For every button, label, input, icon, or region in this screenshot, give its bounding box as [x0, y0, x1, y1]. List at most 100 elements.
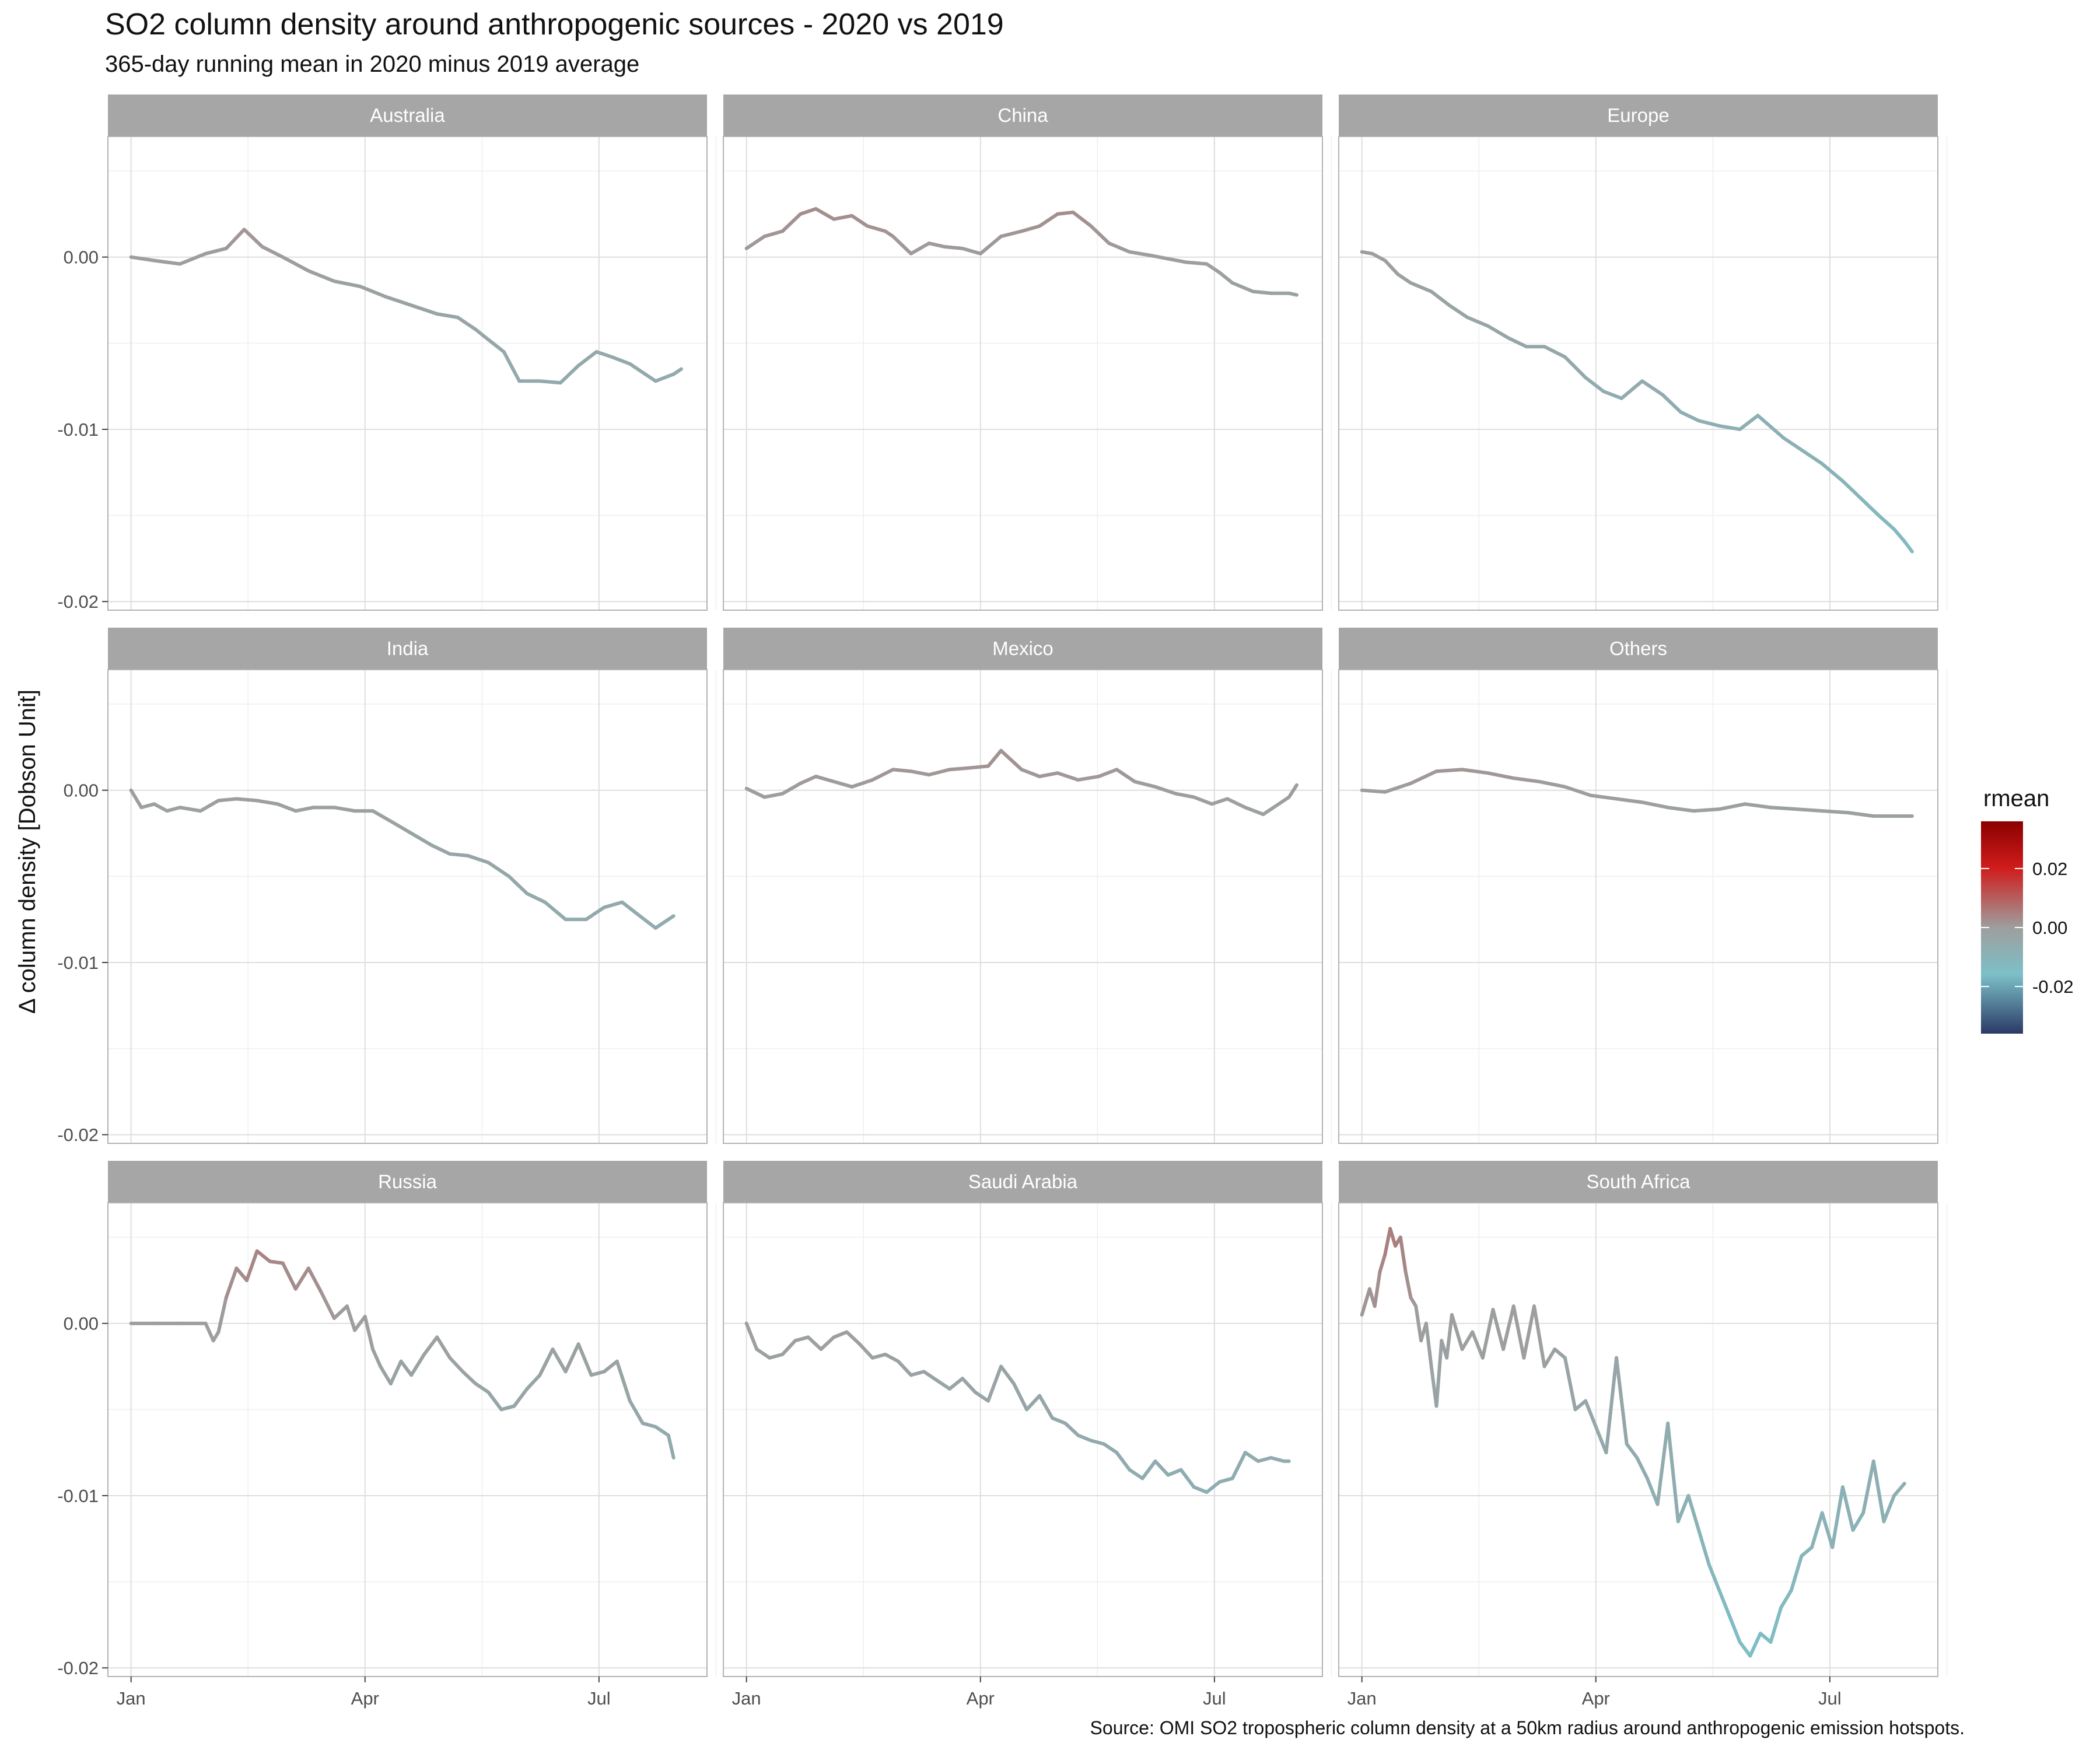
- legend-tick-label: 0.02: [2032, 859, 2067, 879]
- series-segment-china: [832, 214, 854, 221]
- series-segment-saudi-arabia: [1128, 1468, 1144, 1480]
- series-segment-south-africa: [1553, 1347, 1567, 1360]
- series-segment-europe: [1465, 316, 1490, 328]
- series-segment-india: [525, 891, 547, 904]
- series-segment-europe: [1447, 303, 1469, 320]
- series-segment-russia: [474, 1382, 491, 1394]
- series-segment-south-africa: [1388, 1227, 1397, 1248]
- series-segment-china: [850, 214, 869, 228]
- series-segment-south-africa: [1584, 1399, 1598, 1429]
- series-segment-india: [293, 806, 316, 813]
- legend-title: rmean: [1983, 786, 2049, 811]
- series-segment-india: [275, 802, 298, 813]
- series-segment-saudi-arabia: [1230, 1451, 1247, 1480]
- series-segment-russia: [345, 1304, 357, 1332]
- series-segment-south-africa: [1810, 1511, 1824, 1549]
- series-segment-south-africa: [1450, 1312, 1464, 1351]
- series-segment-south-africa: [1882, 1493, 1896, 1524]
- panel-saudi-arabia: Saudi Arabia Jan Apr Jul: [723, 1161, 1332, 1709]
- panel-australia: Australia 0.00 -0.01 -0.02: [57, 94, 717, 612]
- series-segment-saudi-arabia: [922, 1370, 939, 1382]
- series-segment-russia: [370, 1347, 383, 1368]
- series-segment-russia: [461, 1370, 478, 1386]
- series-segment-australia: [558, 363, 580, 385]
- series-segment-china: [1148, 253, 1170, 261]
- series-segment-saudi-arabia: [1140, 1459, 1157, 1480]
- series-segment-india: [620, 900, 639, 916]
- series-segment-saudi-arabia: [960, 1377, 977, 1394]
- series-segment-saudi-arabia: [793, 1335, 810, 1343]
- x-tick-label: Jan: [732, 1688, 761, 1709]
- series-segment-mexico: [1115, 768, 1137, 783]
- facet-label-china: China: [998, 104, 1048, 126]
- series-segment-russia: [379, 1364, 393, 1386]
- y-tick-label: -0.02: [57, 1125, 99, 1145]
- series-segment-china: [999, 229, 1024, 239]
- series-segment-russia: [363, 1314, 374, 1351]
- series-segment-australia: [474, 327, 491, 342]
- series-segment-australia: [152, 258, 182, 266]
- series-segment-others: [1769, 806, 1798, 811]
- series-segment-south-africa: [1383, 1227, 1392, 1256]
- series-segment-others: [1717, 802, 1747, 811]
- series-segment-australia: [628, 362, 657, 383]
- facet-strip-mexico: [723, 628, 1322, 670]
- series-segment-russia: [499, 1404, 516, 1412]
- series-segment-europe: [1396, 272, 1413, 285]
- series-segment-australia: [260, 244, 285, 259]
- panel-border-saudi-arabia: [723, 1202, 1323, 1677]
- series-segment-china: [978, 235, 1003, 256]
- series-segment-australia: [129, 255, 156, 262]
- series-segment-south-africa: [1398, 1236, 1408, 1274]
- series-segment-saudi-arabia: [999, 1364, 1016, 1386]
- series-segment-south-africa: [1820, 1511, 1835, 1549]
- series-segment-south-africa: [1502, 1304, 1516, 1351]
- panel-border-china: [723, 136, 1323, 611]
- series-segment-australia: [306, 269, 336, 284]
- x-tick-label: Apr: [351, 1688, 379, 1709]
- series-segment-russia: [216, 1296, 228, 1334]
- series-segment-saudi-arabia: [1166, 1468, 1183, 1477]
- series-segment-russia: [448, 1356, 465, 1374]
- series-segment-europe: [1429, 289, 1451, 307]
- series-segment-europe: [1409, 281, 1433, 293]
- series-segment-south-africa: [1748, 1632, 1762, 1658]
- facet-strip-others: [1339, 628, 1938, 670]
- series-segment-south-africa: [1789, 1554, 1804, 1592]
- series-segment-india: [255, 799, 279, 806]
- series-segment-south-africa: [1892, 1482, 1906, 1497]
- y-tick-label: -0.02: [57, 592, 99, 612]
- legend-tick-label: 0.00: [2032, 918, 2067, 938]
- series-segment-india: [584, 905, 606, 922]
- series-segment-australia: [435, 312, 460, 320]
- series-segment-russia: [628, 1399, 645, 1425]
- series-segment-south-africa: [1697, 1528, 1711, 1567]
- series-segment-australia: [410, 303, 439, 316]
- series-segment-europe: [1738, 414, 1760, 431]
- series-segment-south-africa: [1404, 1270, 1413, 1300]
- series-segment-mexico: [814, 775, 836, 783]
- series-segment-europe: [1506, 336, 1528, 349]
- chart-caption: Source: OMI SO2 tropospheric column dens…: [1090, 1717, 1965, 1738]
- series-segment-others: [1615, 797, 1644, 804]
- series-segment-mexico: [780, 781, 803, 796]
- series-segment-china: [1020, 224, 1042, 233]
- y-tick-label: -0.02: [57, 1658, 99, 1678]
- series-segment-others: [1846, 811, 1875, 818]
- series-segment-mexico: [1210, 797, 1229, 806]
- series-segment-europe: [1902, 539, 1914, 554]
- series-segment-south-africa: [1434, 1339, 1444, 1408]
- series-segment-russia: [306, 1266, 323, 1294]
- x-tick-label: Apr: [1582, 1688, 1610, 1709]
- series-segment-europe: [1859, 496, 1881, 517]
- series-segment-south-africa: [1615, 1356, 1629, 1446]
- series-segment-europe: [1486, 324, 1510, 340]
- panel-india: India 0.00 -0.01 -0.02: [57, 628, 717, 1145]
- series-segment-australia: [358, 284, 388, 299]
- series-segment-australia: [224, 228, 246, 250]
- series-segment-russia: [293, 1266, 310, 1291]
- series-segment-russia: [653, 1424, 670, 1437]
- series-segment-china: [1205, 262, 1222, 275]
- series-segment-russia: [399, 1359, 414, 1377]
